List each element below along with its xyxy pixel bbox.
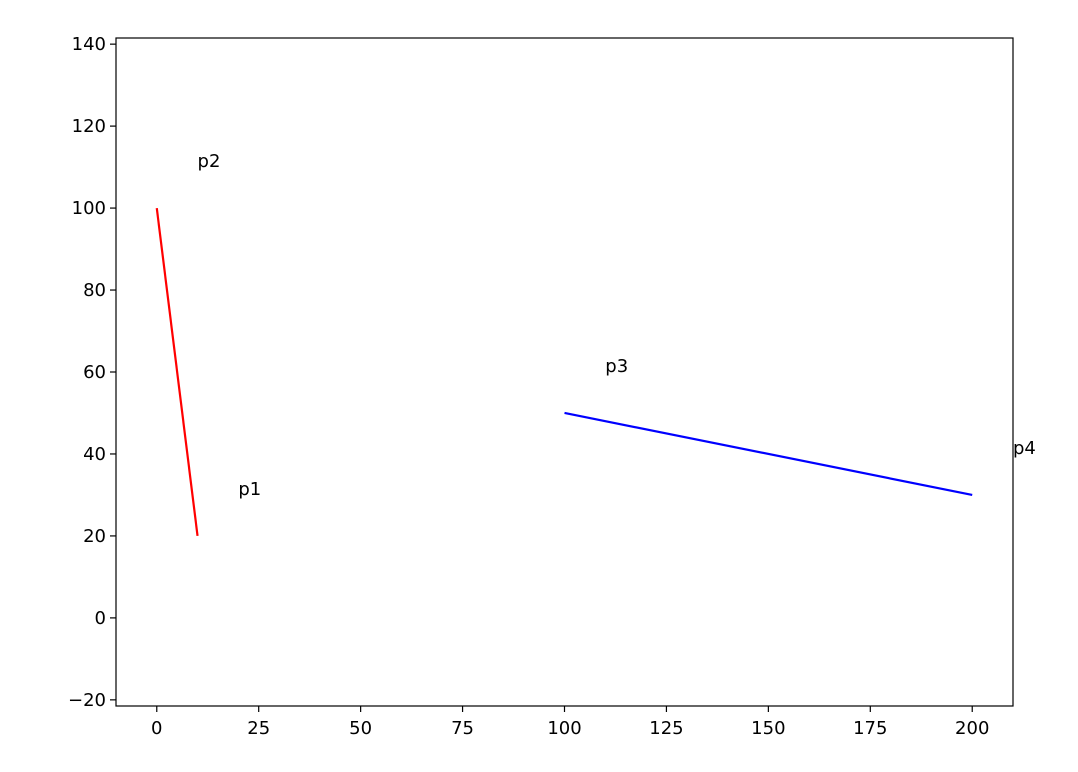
- y-tick-label: −20: [68, 690, 106, 711]
- annotation: p2: [198, 151, 221, 172]
- x-tick-label: 75: [451, 718, 474, 739]
- y-tick-label: 80: [83, 280, 106, 301]
- annotation: p4: [1013, 438, 1036, 459]
- x-tick-label: 50: [349, 718, 372, 739]
- annotation: p3: [605, 356, 628, 377]
- y-tick-label: 60: [83, 362, 106, 383]
- y-tick-label: 120: [72, 116, 106, 137]
- y-tick-label: 40: [83, 444, 106, 465]
- x-tick-label: 175: [853, 718, 887, 739]
- line: [564, 411, 973, 497]
- y-tick-label: 140: [72, 34, 106, 55]
- x-tick-label: 25: [247, 718, 270, 739]
- x-tick-label: 125: [649, 718, 683, 739]
- y-tick-label: 100: [72, 198, 106, 219]
- x-tick-label: 100: [547, 718, 581, 739]
- y-tick-label: 0: [95, 608, 106, 629]
- y-tick-label: 20: [83, 526, 106, 547]
- plot-frame: [115, 37, 1014, 707]
- line: [155, 207, 199, 537]
- x-tick-label: 0: [151, 718, 162, 739]
- x-tick-label: 150: [751, 718, 785, 739]
- x-tick-label: 200: [955, 718, 989, 739]
- annotation: p1: [238, 479, 261, 500]
